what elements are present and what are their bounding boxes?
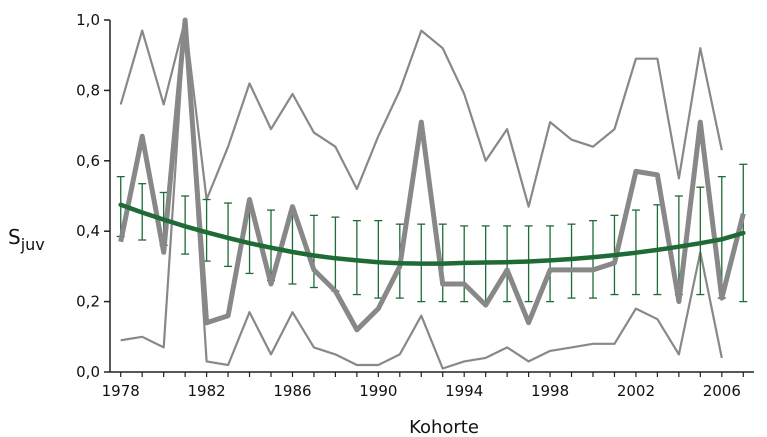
trend-error-bar: [224, 202, 233, 268]
y-tick-label: 0,0: [76, 363, 100, 381]
y-tick-label: 0,8: [76, 81, 100, 99]
estimate-series: [118, 17, 746, 333]
y-tick-labels: 0,0 0,2 0,4 0,6 0,8 1,0: [76, 11, 110, 381]
y-axis-title: Sjuv: [8, 225, 45, 254]
x-tick-label: 1982: [188, 382, 226, 400]
estimate-line: [118, 17, 746, 333]
y-tick-label: 1,0: [76, 11, 100, 29]
trend-error-bar: [696, 186, 705, 296]
lower-bound-series: [120, 18, 723, 370]
x-tick-label: 1986: [273, 382, 311, 400]
trend-error-bar: [524, 225, 533, 303]
x-tick-label: 1990: [359, 382, 397, 400]
x-axis-title: Kohorte: [409, 417, 479, 437]
trend-error-bar: [331, 216, 340, 292]
x-tick-label: 1978: [102, 382, 140, 400]
trend-error-bar: [374, 219, 383, 299]
y-axis-title-main: S: [8, 225, 21, 249]
upper-bound-line: [119, 18, 723, 208]
x-tick-labels: 1978 1982 1986 1990 1994 1998 2002 2006: [102, 372, 744, 400]
x-tick-label: 2006: [703, 382, 741, 400]
trend-error-bar: [546, 225, 555, 303]
y-tick-label: 0,4: [76, 222, 100, 240]
trend-error-bar: [309, 214, 318, 289]
upper-bound-series: [119, 18, 723, 208]
trend-error-bar: [352, 219, 361, 296]
x-tick-label: 1998: [531, 382, 569, 400]
y-tick-label: 0,2: [76, 293, 100, 311]
y-axis-title-sub: juv: [20, 235, 45, 254]
x-tick-label: 2002: [617, 382, 655, 400]
x-tick-label: 1994: [445, 382, 483, 400]
trend-series: [118, 202, 746, 266]
lower-bound-line: [120, 18, 723, 370]
trend-line: [118, 202, 746, 266]
y-tick-label: 0,6: [76, 152, 100, 170]
axes: [109, 20, 754, 373]
